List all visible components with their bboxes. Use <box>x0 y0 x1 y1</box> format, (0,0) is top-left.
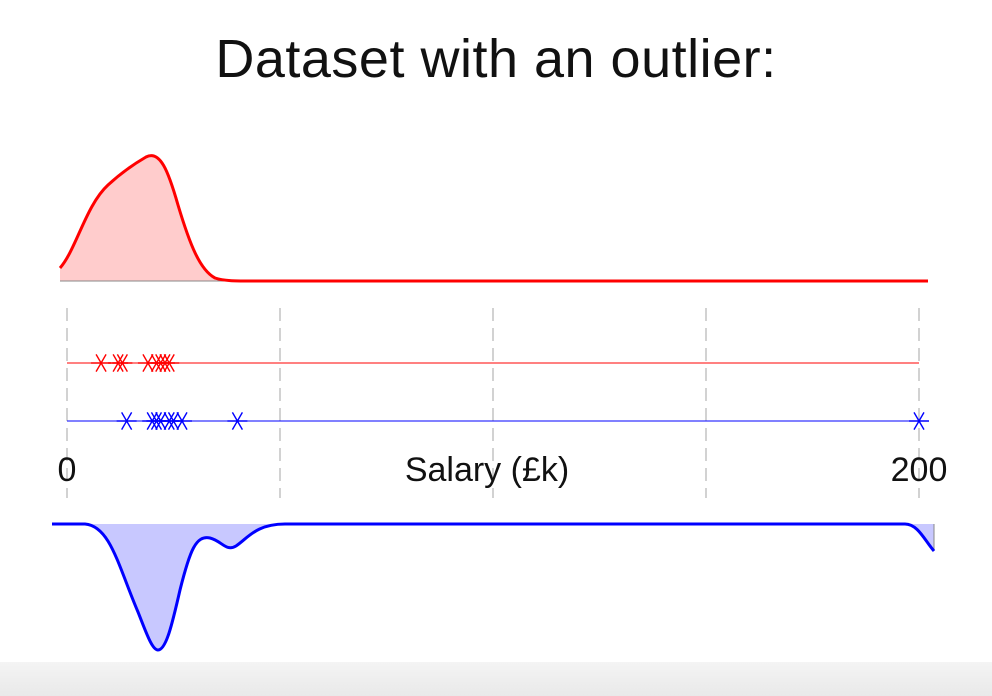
density-curve-blue <box>52 522 936 652</box>
chart: 0 200 Salary (£k) <box>52 154 948 652</box>
slide: Dataset with an outlier: 0 200 Salary (£k… <box>52 29 948 652</box>
data-point-red-stroke <box>95 353 107 373</box>
data-point-blue <box>172 411 193 431</box>
x-tick-label: 0 <box>58 451 77 489</box>
data-point-red <box>91 353 112 373</box>
strip-plots <box>67 353 929 431</box>
data-point-blue-stroke <box>176 411 188 431</box>
x-tick-label: 200 <box>891 451 948 489</box>
data-point-red-stroke <box>163 353 175 373</box>
data-point-blue-stroke <box>121 411 133 431</box>
x-tick-labels: 0 200 <box>58 451 948 489</box>
chart-title: Dataset with an outlier: <box>215 29 777 89</box>
data-point-blue <box>116 411 137 431</box>
density-curves <box>52 154 936 652</box>
footer-bar <box>0 662 992 696</box>
data-point-red-stroke <box>116 353 128 373</box>
x-axis-label: Salary (£k) <box>405 451 569 489</box>
data-point-red <box>112 353 133 373</box>
grid-lines <box>66 308 920 498</box>
density-fill-blue <box>52 524 934 650</box>
density-fill-red <box>60 155 928 281</box>
data-point-red <box>159 353 180 373</box>
data-point-blue-stroke <box>913 411 925 431</box>
density-curve-red <box>58 154 928 283</box>
data-point-blue <box>227 411 248 431</box>
data-point-blue-stroke <box>231 411 244 431</box>
data-point-blue <box>909 411 929 431</box>
